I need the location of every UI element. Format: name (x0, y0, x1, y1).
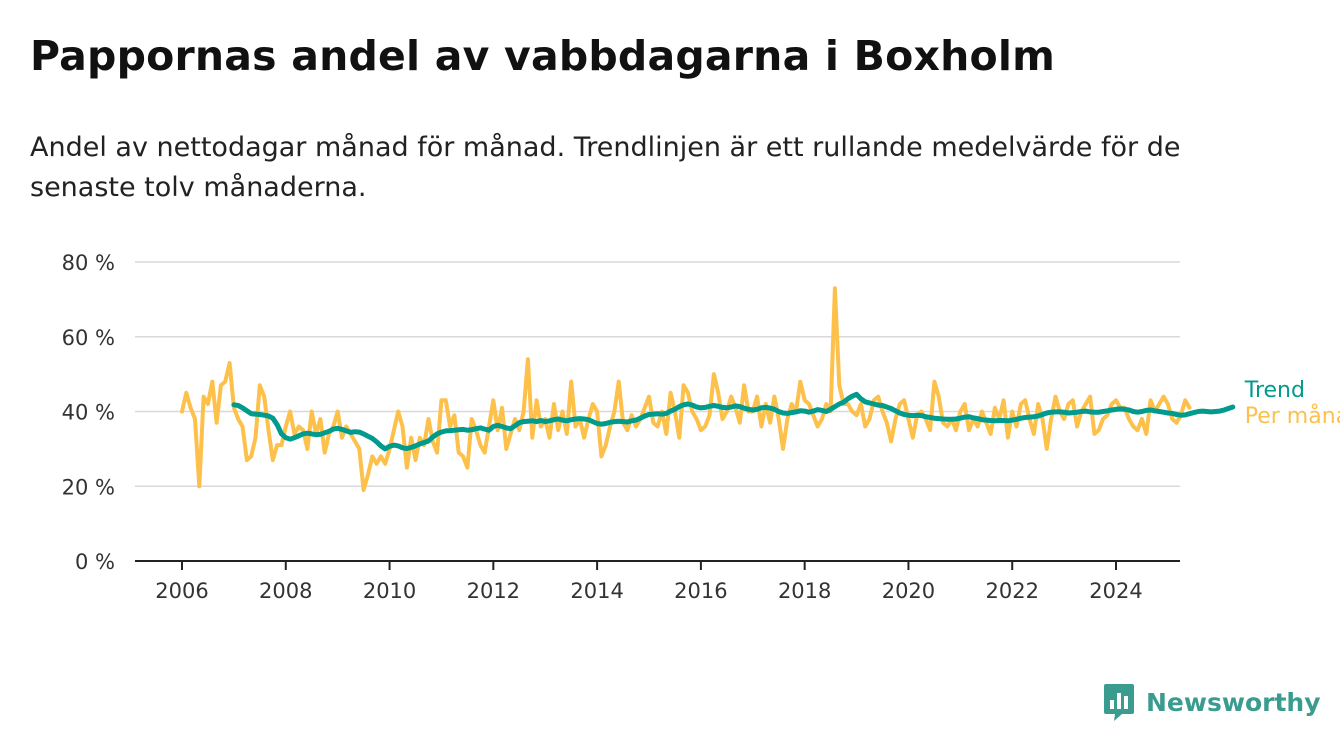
series-label-trend: Trend (1244, 378, 1305, 403)
y-axis-ticks: 0 % 20 % 40 % 60 % 80 % (62, 251, 115, 574)
x-tick-label: 2024 (1089, 579, 1142, 603)
x-tick-label: 2008 (259, 579, 312, 603)
y-tick-label: 60 % (62, 326, 115, 350)
series-line-per-manad (180, 286, 1192, 492)
x-tick-label: 2016 (674, 579, 727, 603)
x-tick-label: 2020 (882, 579, 935, 603)
series-line-trend (231, 391, 1236, 452)
x-tick-label: 2006 (155, 579, 208, 603)
newsworthy-logo: Newsworthy (1102, 681, 1321, 723)
series-group (180, 286, 1236, 492)
chart-title: Pappornas andel av vabbdagarna i Boxholm (30, 32, 1056, 80)
y-tick-label: 40 % (62, 401, 115, 425)
y-tick-label: 20 % (62, 475, 115, 499)
chart-subtitle: Andel av nettodagar månad för månad. Tre… (30, 132, 1181, 203)
chart-bubble-icon (1104, 684, 1134, 721)
x-tick-label: 2010 (363, 579, 416, 603)
x-axis-ticks: 2006 2008 2010 2012 2014 2016 2018 2020 2022 2024 (155, 561, 1143, 603)
x-tick-label: 2018 (778, 579, 831, 603)
gridlines (135, 261, 1180, 487)
x-tick-label: 2022 (985, 579, 1038, 603)
brand-name: Newsworthy (1146, 687, 1321, 717)
x-tick-label: 2014 (570, 579, 623, 603)
x-tick-label: 2012 (467, 579, 520, 603)
y-tick-label: 0 % (75, 550, 115, 574)
series-label-per-manad: Per månad (1245, 403, 1340, 429)
y-tick-label: 80 % (62, 251, 115, 275)
